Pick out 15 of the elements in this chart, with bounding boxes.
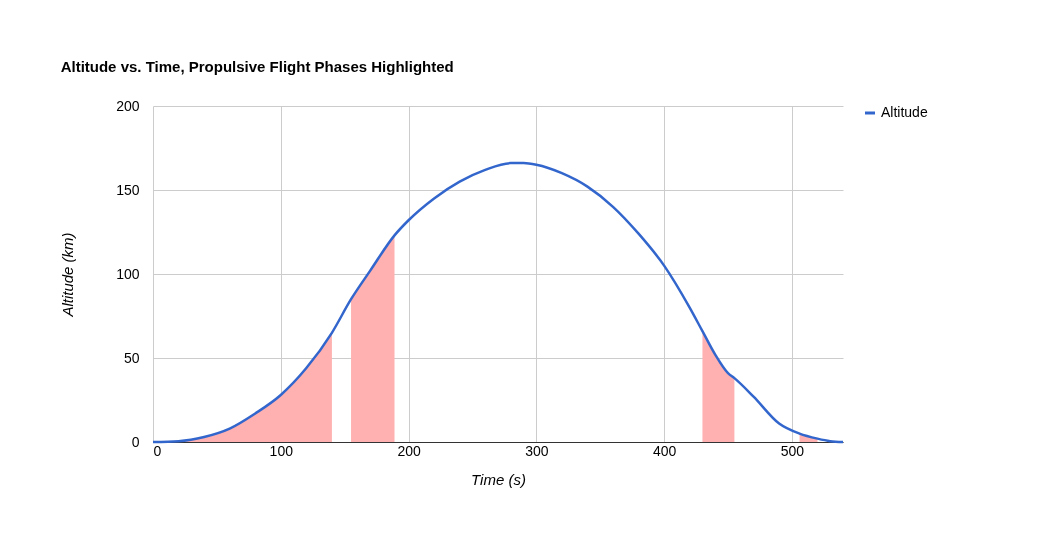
y-tick-label: 50: [123, 349, 140, 366]
x-tick-label: 100: [269, 442, 294, 459]
x-tick-label: 400: [652, 442, 677, 459]
chart-title: Altitude vs. Time, Propulsive Flight Phases Highlighted: [60, 58, 454, 75]
x-tick-label: 200: [397, 442, 421, 459]
line-series: [151, 161, 845, 444]
x-tick-label: 500: [780, 442, 805, 459]
legend-label: Altitude: [881, 104, 928, 120]
y-tick-label: 100: [116, 265, 140, 282]
x-axis-title: Time (s): [471, 470, 526, 488]
y-tick-label: 200: [116, 97, 140, 114]
y-tick-label: 150: [116, 181, 140, 198]
x-tick-label: 300: [525, 442, 549, 459]
x-tick-label: 0: [153, 442, 162, 459]
y-axis-title: Altitude (km): [59, 232, 77, 318]
